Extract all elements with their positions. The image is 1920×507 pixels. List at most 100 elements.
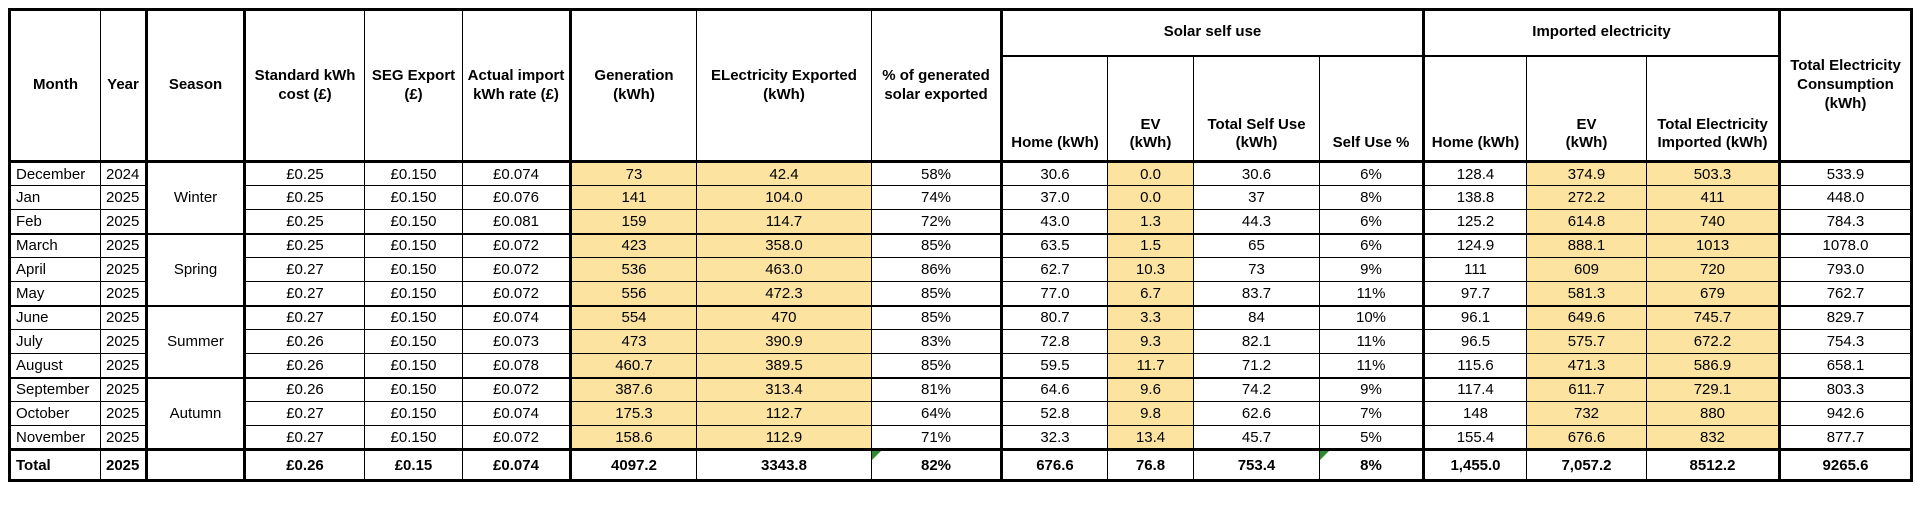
cell-solar-ev[interactable]: 10.3 [1107,257,1194,282]
col-header-actual-import-rate[interactable]: Actual import kWh rate (£) [462,9,571,162]
cell-solar-ev[interactable]: 11.7 [1107,353,1194,378]
cell-actual-import-rate[interactable]: £0.074 [462,304,571,330]
cell-imported-home[interactable]: 128.4 [1422,161,1527,186]
cell-exported[interactable]: 114.7 [696,209,872,234]
cell-actual-import-rate[interactable]: £0.072 [462,281,571,306]
cell-solar-home[interactable]: 37.0 [1000,185,1108,210]
cell-total-consumption[interactable]: 829.7 [1778,304,1912,330]
cell-exported[interactable]: 42.4 [696,161,872,186]
cell-month[interactable]: June [9,304,101,330]
cell-solar-ev[interactable]: 0.0 [1107,185,1194,210]
cell-year[interactable]: 2025 [100,401,147,426]
cell-generation[interactable]: 387.6 [569,376,697,402]
cell-actual-import-rate[interactable]: £0.074 [462,161,571,186]
cell-solar-total[interactable]: 71.2 [1193,353,1320,378]
cell-season[interactable]: Spring [145,232,245,306]
cell-actual-import-rate[interactable]: £0.072 [462,232,571,258]
cell-total-consumption[interactable]: 754.3 [1778,329,1912,354]
cell-generation[interactable]: 158.6 [569,425,697,450]
cell-pct-exported[interactable]: 71% [871,425,1002,450]
cell-month[interactable]: Jan [9,185,101,210]
cell-imported-ev[interactable]: 649.6 [1526,304,1647,330]
cell-solar-total[interactable]: 84 [1193,304,1320,330]
cell-imported-home[interactable]: 1,455.0 [1422,448,1527,481]
cell-imported-ev[interactable]: 471.3 [1526,353,1647,378]
cell-season[interactable]: Autumn [145,376,245,450]
cell-imported-total[interactable]: 8512.2 [1646,448,1780,481]
cell-solar-total[interactable]: 73 [1193,257,1320,282]
col-header-year[interactable]: Year [100,9,147,162]
cell-year[interactable]: 2025 [100,425,147,450]
cell-solar-total[interactable]: 30.6 [1193,161,1320,186]
cell-exported[interactable]: 358.0 [696,232,872,258]
cell-actual-import-rate[interactable]: £0.072 [462,425,571,450]
cell-imported-home[interactable]: 97.7 [1422,281,1527,306]
cell-seg-export[interactable]: £0.150 [364,304,463,330]
cell-total-consumption[interactable]: 658.1 [1778,353,1912,378]
cell-total-consumption[interactable]: 533.9 [1778,161,1912,186]
cell-solar-home[interactable]: 676.6 [1000,448,1108,481]
cell-pct-exported[interactable]: 85% [871,232,1002,258]
cell-imported-total[interactable]: 745.7 [1646,304,1780,330]
cell-generation[interactable]: 73 [569,161,697,186]
cell-generation[interactable]: 473 [569,329,697,354]
cell-standard-cost[interactable]: £0.25 [243,161,365,186]
cell-generation[interactable]: 141 [569,185,697,210]
cell-self-use-pct[interactable]: 11% [1319,281,1424,306]
col-header-solar-total[interactable]: Total Self Use (kWh) [1193,55,1320,162]
cell-total-consumption[interactable]: 942.6 [1778,401,1912,426]
cell-exported[interactable]: 390.9 [696,329,872,354]
cell-total-consumption[interactable]: 803.3 [1778,376,1912,402]
cell-exported[interactable]: 389.5 [696,353,872,378]
cell-seg-export[interactable]: £0.150 [364,257,463,282]
cell-solar-total[interactable]: 37 [1193,185,1320,210]
cell-solar-home[interactable]: 64.6 [1000,376,1108,402]
cell-self-use-pct[interactable]: 9% [1319,376,1424,402]
cell-standard-cost[interactable]: £0.25 [243,209,365,234]
cell-actual-import-rate[interactable]: £0.074 [462,448,571,481]
cell-pct-exported[interactable]: 85% [871,304,1002,330]
cell-imported-home[interactable]: 96.1 [1422,304,1527,330]
cell-seg-export[interactable]: £0.150 [364,185,463,210]
cell-pct-exported[interactable]: 81% [871,376,1002,402]
cell-generation[interactable]: 556 [569,281,697,306]
cell-year[interactable]: 2025 [100,232,147,258]
cell-solar-ev[interactable]: 1.3 [1107,209,1194,234]
cell-year[interactable]: 2024 [100,161,147,186]
cell-imported-total[interactable]: 832 [1646,425,1780,450]
cell-month[interactable]: December [9,161,101,186]
cell-seg-export[interactable]: £0.150 [364,329,463,354]
cell-actual-import-rate[interactable]: £0.081 [462,209,571,234]
col-header-solar-ev[interactable]: EV (kWh) [1107,55,1194,162]
cell-solar-ev[interactable]: 0.0 [1107,161,1194,186]
cell-imported-home[interactable]: 155.4 [1422,425,1527,450]
cell-solar-home[interactable]: 52.8 [1000,401,1108,426]
cell-imported-home[interactable]: 96.5 [1422,329,1527,354]
cell-imported-home[interactable]: 117.4 [1422,376,1527,402]
cell-solar-total[interactable]: 74.2 [1193,376,1320,402]
cell-pct-exported[interactable]: 58% [871,161,1002,186]
cell-seg-export[interactable]: £0.150 [364,232,463,258]
cell-solar-home[interactable]: 77.0 [1000,281,1108,306]
cell-exported[interactable]: 470 [696,304,872,330]
cell-actual-import-rate[interactable]: £0.072 [462,257,571,282]
cell-seg-export[interactable]: £0.150 [364,401,463,426]
cell-month[interactable]: September [9,376,101,402]
col-header-imported-ev[interactable]: EV (kWh) [1526,55,1647,162]
cell-pct-exported[interactable]: 64% [871,401,1002,426]
cell-pct-exported[interactable]: 85% [871,281,1002,306]
cell-solar-ev[interactable]: 9.3 [1107,329,1194,354]
col-header-standard-cost[interactable]: Standard kWh cost (£) [243,9,365,162]
col-header-generation[interactable]: Generation (kWh) [569,9,697,162]
cell-month[interactable]: October [9,401,101,426]
cell-solar-ev[interactable]: 9.6 [1107,376,1194,402]
cell-year[interactable]: 2025 [100,257,147,282]
cell-imported-ev[interactable]: 575.7 [1526,329,1647,354]
cell-standard-cost[interactable]: £0.25 [243,185,365,210]
cell-seg-export[interactable]: £0.150 [364,281,463,306]
cell-solar-ev[interactable]: 6.7 [1107,281,1194,306]
cell-self-use-pct[interactable]: 6% [1319,209,1424,234]
cell-season[interactable]: Summer [145,304,245,378]
cell-exported[interactable]: 112.7 [696,401,872,426]
cell-solar-ev[interactable]: 76.8 [1107,448,1194,481]
